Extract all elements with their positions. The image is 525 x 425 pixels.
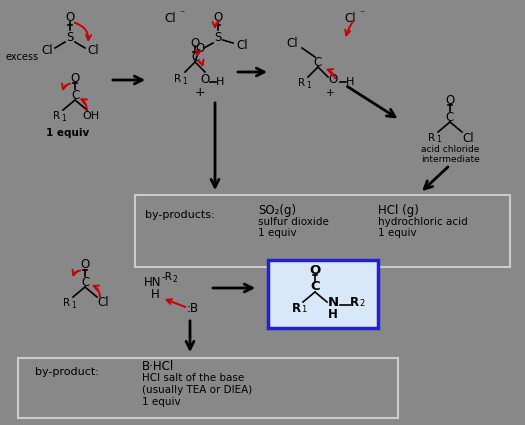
Text: R: R bbox=[64, 298, 70, 308]
Text: S: S bbox=[66, 31, 74, 43]
Text: R: R bbox=[298, 78, 306, 88]
Text: ⁻: ⁻ bbox=[180, 9, 185, 19]
Text: ⁻: ⁻ bbox=[360, 9, 364, 19]
Text: O: O bbox=[445, 94, 455, 107]
Text: :B: :B bbox=[187, 301, 199, 314]
Text: 1: 1 bbox=[183, 76, 187, 85]
Text: O: O bbox=[328, 73, 338, 85]
Text: 1: 1 bbox=[307, 80, 311, 90]
Text: C: C bbox=[71, 88, 79, 102]
Text: by-product:: by-product: bbox=[35, 367, 99, 377]
Text: R: R bbox=[291, 301, 300, 314]
Text: Cl: Cl bbox=[97, 297, 109, 309]
Text: 2: 2 bbox=[360, 300, 365, 309]
Text: Cl: Cl bbox=[344, 11, 356, 25]
Text: R: R bbox=[428, 133, 436, 143]
Text: O: O bbox=[80, 258, 90, 272]
Text: 1 equiv: 1 equiv bbox=[46, 128, 90, 138]
Text: by-products:: by-products: bbox=[145, 210, 215, 220]
Bar bbox=[18, 358, 398, 418]
Text: C: C bbox=[446, 110, 454, 124]
Text: O: O bbox=[195, 42, 205, 54]
Text: 1 equiv: 1 equiv bbox=[258, 228, 297, 238]
Text: +: + bbox=[195, 85, 205, 99]
Text: excess: excess bbox=[5, 52, 38, 62]
Text: 1 equiv: 1 equiv bbox=[378, 228, 417, 238]
Text: Cl: Cl bbox=[236, 39, 248, 51]
Text: O: O bbox=[309, 264, 321, 277]
Text: HCl salt of the base: HCl salt of the base bbox=[142, 373, 244, 383]
Text: acid chloride: acid chloride bbox=[421, 145, 479, 155]
Text: 1: 1 bbox=[71, 300, 76, 309]
Text: 1: 1 bbox=[301, 306, 307, 314]
Text: Cl: Cl bbox=[87, 43, 99, 57]
Text: -R: -R bbox=[162, 272, 172, 282]
Text: R: R bbox=[174, 74, 182, 84]
Text: B·HCl: B·HCl bbox=[142, 360, 174, 372]
Text: C: C bbox=[191, 51, 199, 63]
Text: Cl: Cl bbox=[41, 43, 53, 57]
Text: C: C bbox=[310, 280, 320, 294]
Text: Cl: Cl bbox=[286, 37, 298, 49]
Text: Cl: Cl bbox=[164, 11, 176, 25]
Bar bbox=[268, 260, 378, 328]
Text: C: C bbox=[81, 275, 89, 289]
Text: O: O bbox=[66, 11, 75, 23]
Text: intermediate: intermediate bbox=[421, 156, 479, 164]
Text: sulfur dioxide: sulfur dioxide bbox=[258, 217, 329, 227]
Text: Cl: Cl bbox=[462, 131, 474, 144]
Text: O: O bbox=[201, 73, 209, 85]
Text: O: O bbox=[70, 71, 80, 85]
Text: SO₂(g): SO₂(g) bbox=[258, 204, 296, 216]
Text: N: N bbox=[328, 295, 339, 309]
Text: O: O bbox=[191, 37, 200, 49]
Bar bbox=[135, 195, 510, 267]
Text: 1 equiv: 1 equiv bbox=[142, 397, 181, 407]
Text: C: C bbox=[314, 56, 322, 68]
Text: HN: HN bbox=[144, 275, 162, 289]
Text: S: S bbox=[214, 31, 222, 43]
Text: H: H bbox=[328, 309, 338, 321]
Text: (usually TEA or DIEA): (usually TEA or DIEA) bbox=[142, 385, 252, 395]
Text: hydrochloric acid: hydrochloric acid bbox=[378, 217, 468, 227]
Text: H: H bbox=[346, 77, 354, 87]
Text: 1: 1 bbox=[61, 113, 66, 122]
Text: R: R bbox=[350, 295, 359, 309]
Text: H: H bbox=[216, 77, 224, 87]
Text: R: R bbox=[54, 111, 60, 121]
Text: 1: 1 bbox=[437, 136, 442, 144]
Text: O: O bbox=[213, 11, 223, 23]
Text: H: H bbox=[151, 289, 160, 301]
Text: OH: OH bbox=[82, 111, 100, 121]
Text: HCl (g): HCl (g) bbox=[378, 204, 419, 216]
Text: +: + bbox=[326, 88, 334, 98]
Text: 2: 2 bbox=[173, 275, 177, 283]
